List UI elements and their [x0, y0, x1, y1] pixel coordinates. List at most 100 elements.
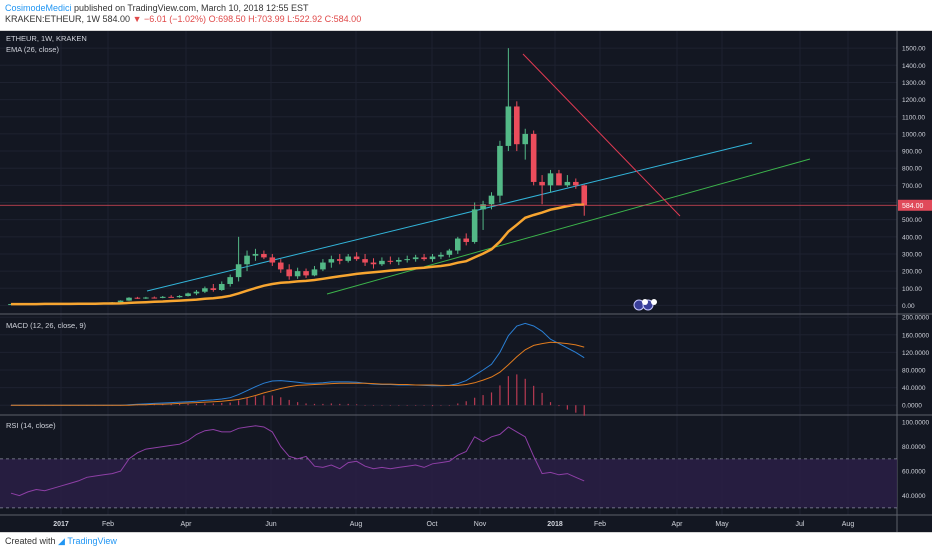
macd-tick-label: 80.0000 — [902, 368, 926, 375]
macd-hist-bar — [499, 385, 501, 406]
symbol-text: KRAKEN:ETHEUR, 1W — [5, 14, 101, 24]
resistance-line[interactable] — [522, 53, 681, 217]
macd-hist-bar — [465, 401, 467, 406]
macd-hist-bar — [440, 405, 442, 406]
candle-body — [244, 255, 250, 265]
macd-hist-bar — [474, 397, 476, 406]
candle-body — [235, 264, 242, 278]
footer: Created with ◢ TradingView — [0, 532, 932, 551]
candle-body — [488, 195, 495, 205]
macd-hist-bar — [204, 403, 206, 406]
time-tick-label: 2018 — [547, 521, 563, 528]
symbol-line: KRAKEN:ETHEUR, 1W 584.00 ▼ −6.01 (−1.02%… — [5, 14, 361, 24]
macd-hist-bar — [254, 396, 257, 406]
event-markers[interactable] — [633, 299, 657, 311]
time-tick-label: 2017 — [53, 521, 69, 528]
candle-body — [193, 291, 200, 294]
trendlines — [146, 53, 811, 295]
macd-hist-bar — [507, 376, 509, 406]
tradingview-brand[interactable]: TradingView — [67, 536, 117, 546]
candle-body — [395, 259, 402, 262]
candle-body — [210, 288, 217, 290]
candle-body — [328, 259, 335, 263]
time-tick-label: Aug — [350, 521, 363, 528]
candle-body — [168, 296, 174, 298]
time-axis-labels: 2017 Feb Apr Jun Aug Oct Nov 2018 Feb Apr May Jul Au… — [53, 521, 854, 528]
candle-body — [269, 257, 276, 263]
candle-body — [379, 260, 385, 265]
price-tick-label: 400.00 — [902, 234, 922, 241]
price-tick-label: 0.00 — [902, 303, 915, 310]
price-tick-label: 700.00 — [902, 183, 922, 190]
macd-hist-bar — [583, 405, 585, 416]
time-tick-label: Oct — [427, 521, 438, 528]
price-tick-label: 900.00 — [902, 149, 922, 156]
time-tick-label: Feb — [102, 521, 114, 528]
candle-body — [556, 173, 562, 186]
candle-body — [320, 262, 326, 270]
macd-hist-bar — [423, 405, 425, 406]
candle-body — [218, 283, 225, 290]
macd-hist-bar — [398, 405, 400, 406]
macd-hist-bar — [212, 403, 214, 406]
candle-body — [471, 209, 478, 242]
macd-hist-bar — [238, 400, 240, 406]
chart-canvas[interactable]: 0.00100.00200.00300.00400.00500.00600.00… — [0, 31, 932, 532]
macd-hist-bar — [229, 402, 231, 406]
candle-body — [387, 260, 394, 262]
candle-body — [185, 293, 191, 296]
price-tick-label: 1500.00 — [902, 46, 926, 53]
price-tick-label: 1400.00 — [902, 63, 926, 70]
last-price-text: 584.00 — [102, 14, 131, 24]
time-tick-label: Jun — [265, 521, 276, 528]
candle-body — [345, 256, 351, 261]
macd-hist-bar — [195, 403, 198, 406]
candle-body — [404, 259, 411, 261]
candle-body — [277, 262, 284, 270]
macd-hist-bar — [339, 403, 341, 406]
upper-channel-line[interactable] — [146, 142, 753, 292]
candle-body — [252, 253, 259, 256]
author-link[interactable]: CosimodeMedici — [5, 3, 72, 13]
macd-hist-bar — [524, 378, 526, 406]
macd-hist-bar — [288, 399, 290, 406]
candle-body — [421, 257, 427, 260]
rsi-line — [10, 425, 585, 497]
candle-body — [143, 297, 149, 299]
rsi-band-fill — [0, 458, 897, 508]
candle-body — [370, 262, 377, 265]
candle-body — [530, 133, 537, 182]
down-arrow-icon: ▼ — [132, 14, 142, 24]
macd-hist-bar — [322, 403, 324, 406]
macd-hist-bar — [221, 403, 223, 406]
published-text: published on TradingView.com, March 10, … — [74, 3, 309, 13]
candle-body — [151, 297, 158, 299]
macd-pane-title: MACD (12, 26, close, 9) — [6, 321, 87, 330]
candle-body — [261, 253, 267, 258]
candle-body — [573, 181, 579, 186]
candle-body — [227, 277, 233, 284]
candle-body — [454, 238, 461, 251]
macd-tick-label: 40.0000 — [902, 385, 926, 392]
price-tick-label: 1300.00 — [902, 80, 926, 87]
tradingview-logo-icon: ◢ — [58, 536, 65, 546]
price-tick-label: 1200.00 — [902, 97, 926, 104]
ohlc-text: O:698.50 H:703.99 L:522.92 C:584.00 — [208, 14, 362, 24]
macd-hist-bar — [356, 404, 358, 406]
candle-body — [438, 254, 444, 257]
price-tick-label: 100.00 — [902, 286, 922, 293]
price-grid — [0, 31, 897, 515]
macd-hist-bar — [549, 402, 552, 406]
candle-body — [117, 300, 124, 303]
lower-channel-line[interactable] — [326, 158, 811, 295]
time-tick-label: Nov — [474, 521, 487, 528]
macd-hist-bar — [457, 403, 459, 406]
candle-body — [134, 297, 141, 299]
candle-body — [159, 296, 166, 298]
event-marker-icon[interactable] — [651, 299, 657, 305]
candle-body — [336, 259, 343, 261]
event-marker-icon[interactable] — [642, 299, 648, 305]
candle-body — [480, 204, 486, 210]
macd-hist-bar — [516, 374, 518, 406]
macd-hist-bar — [170, 403, 172, 406]
